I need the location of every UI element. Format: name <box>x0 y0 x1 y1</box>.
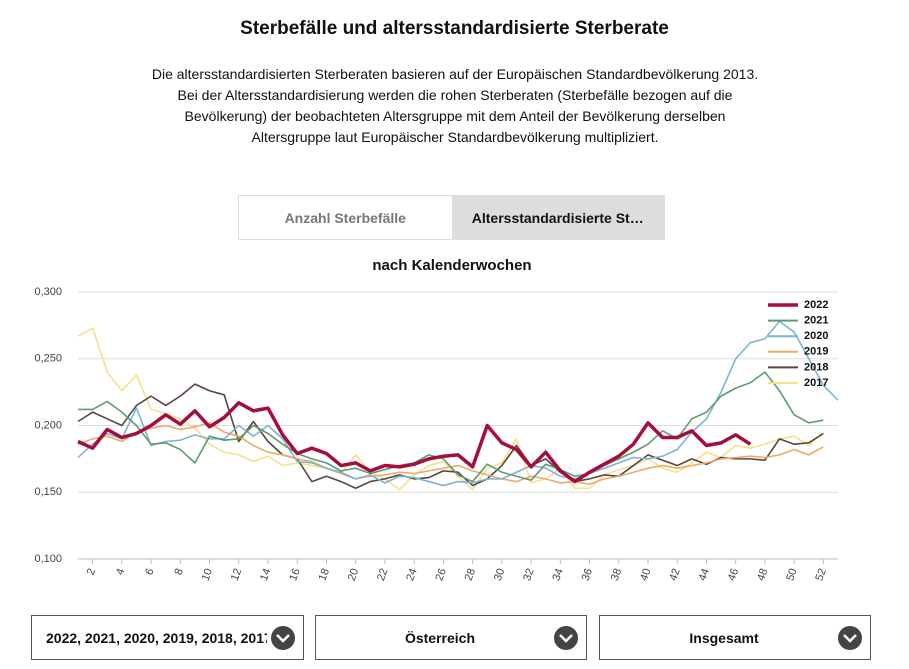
y-tick-label: 0,300 <box>34 286 62 298</box>
dropdown-label: Insgesamt <box>689 629 759 646</box>
chevron-icon <box>271 625 295 650</box>
x-tick-label: 12 <box>229 567 244 583</box>
y-tick-label: 0,150 <box>34 486 62 498</box>
chart-title: nach Kalenderwochen <box>372 257 531 274</box>
x-tick-label: 38 <box>609 567 624 583</box>
x-tick-label: 34 <box>550 567 565 583</box>
x-tick-label: 20 <box>346 567 361 583</box>
legend-label: 2022 <box>804 299 828 311</box>
x-tick-label: 42 <box>667 567 682 583</box>
legend-label: 2019 <box>804 346 828 358</box>
dropdown-label: 2022, 2021, 2020, 2019, 2018, 2017 <box>46 629 267 646</box>
dropdown-label: Österreich <box>404 629 476 646</box>
x-tick-label: 24 <box>404 567 419 583</box>
tab-bar: Anzahl Sterbefälle Altersstandardisierte… <box>238 195 665 240</box>
legend-label: 2017 <box>804 377 828 389</box>
x-tick-label: 36 <box>580 567 595 583</box>
y-tick-label: 0,200 <box>34 419 62 431</box>
page-title: Sterbefälle und altersstandardisierte St… <box>240 18 669 39</box>
tab[interactable]: Anzahl Sterbefälle <box>239 196 452 239</box>
x-tick-label: 2 <box>85 567 98 577</box>
dropdown[interactable]: 2022, 2021, 2020, 2019, 2018, 2017 <box>31 615 304 660</box>
x-tick-label: 48 <box>755 567 770 583</box>
y-tick-label: 0,250 <box>34 353 62 365</box>
series-line <box>77 383 824 490</box>
x-tick-label: 32 <box>521 567 536 583</box>
x-tick-label: 6 <box>143 567 156 577</box>
legend-label: 2020 <box>804 330 828 342</box>
chevron-icon <box>838 625 862 650</box>
x-tick-label: 28 <box>463 567 478 583</box>
x-tick-label: 10 <box>200 567 215 583</box>
description: Die altersstandardisierten Sterberaten b… <box>151 66 759 145</box>
x-tick-label: 52 <box>813 567 828 583</box>
x-tick-label: 46 <box>726 567 741 583</box>
x-tick-label: 44 <box>697 567 712 583</box>
tab-active[interactable]: Altersstandardisierte St… <box>451 196 664 239</box>
x-tick-label: 30 <box>492 567 507 583</box>
x-tick-label: 40 <box>638 567 653 583</box>
legend-label: 2018 <box>804 361 828 373</box>
series-line <box>78 371 824 483</box>
x-tick-label: 8 <box>172 567 185 577</box>
x-tick-label: 18 <box>317 567 332 583</box>
x-tick-label: 4 <box>114 567 127 577</box>
series-line <box>77 401 752 484</box>
series-line <box>77 320 839 487</box>
x-tick-label: 16 <box>287 567 302 583</box>
x-tick-label: 50 <box>784 567 799 583</box>
x-tick-label: 22 <box>375 567 390 583</box>
x-tick-label: 14 <box>258 567 273 583</box>
chevron-icon <box>554 625 578 650</box>
x-tick-label: 26 <box>433 567 448 583</box>
dropdown[interactable]: Österreich <box>315 615 587 660</box>
y-tick-label: 0,100 <box>34 553 62 565</box>
legend-label: 2021 <box>804 315 828 327</box>
dropdown[interactable]: Insgesamt <box>599 615 871 660</box>
chart: nach Kalenderwochen 0,100 0,150 0,200 0,250… <box>34 257 839 583</box>
